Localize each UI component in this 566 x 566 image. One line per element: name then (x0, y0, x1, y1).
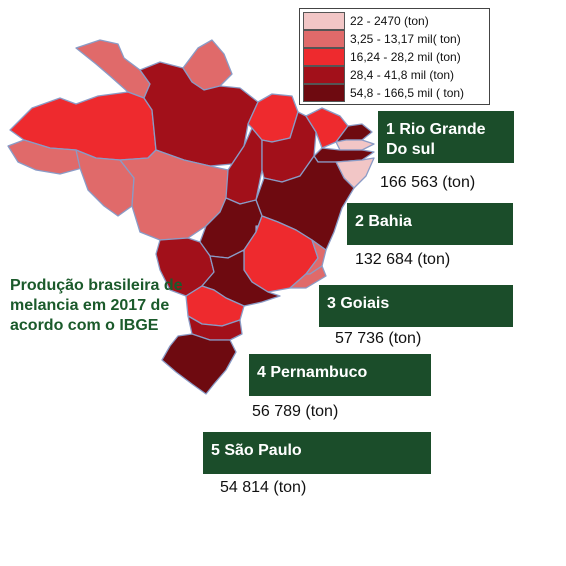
legend-label: 3,25 - 13,17 mil( ton) (350, 32, 461, 46)
state-rio-grande-do-sul (161, 333, 237, 395)
rank-4-value: 56 789 (ton) (252, 403, 339, 420)
state-rondonia (75, 149, 135, 217)
rank-3-label: 3 Goiais (319, 285, 513, 327)
legend-label: 28,4 - 41,8 mil (ton) (350, 68, 455, 82)
rank-1-value: 166 563 (ton) (380, 174, 476, 191)
state-paraiba (335, 139, 375, 151)
rank-1-label: 1 Rio Grande Do sul (378, 111, 514, 163)
rank-3-value: 57 736 (ton) (335, 330, 422, 347)
legend-label: 22 - 2470 (ton) (350, 14, 429, 28)
rank-2-value: 132 684 (ton) (355, 251, 451, 268)
state-tocantins (225, 127, 263, 205)
legend-swatch (303, 84, 345, 102)
rank-5-label: 5 São Paulo (203, 432, 431, 474)
legend-label: 16,24 - 28,2 mil (ton) (350, 50, 461, 64)
rank-2-label: 2 Bahia (347, 203, 513, 245)
legend-swatch (303, 30, 345, 48)
legend-label: 54,8 - 166,5 mil ( ton) (350, 86, 465, 100)
legend-swatch (303, 12, 345, 30)
legend-swatch (303, 66, 345, 84)
legend-swatch (303, 48, 345, 66)
map-caption: Produção brasileira de melancia em 2017 … (10, 277, 183, 334)
state-roraima (75, 39, 151, 99)
rank-4-label: 4 Pernambuco (249, 354, 431, 396)
map-legend: 22 - 2470 (ton) 3,25 - 13,17 mil( ton) 1… (299, 8, 490, 105)
rank-5-value: 54 814 (ton) (220, 479, 307, 496)
state-rio-de-janeiro (289, 265, 327, 289)
